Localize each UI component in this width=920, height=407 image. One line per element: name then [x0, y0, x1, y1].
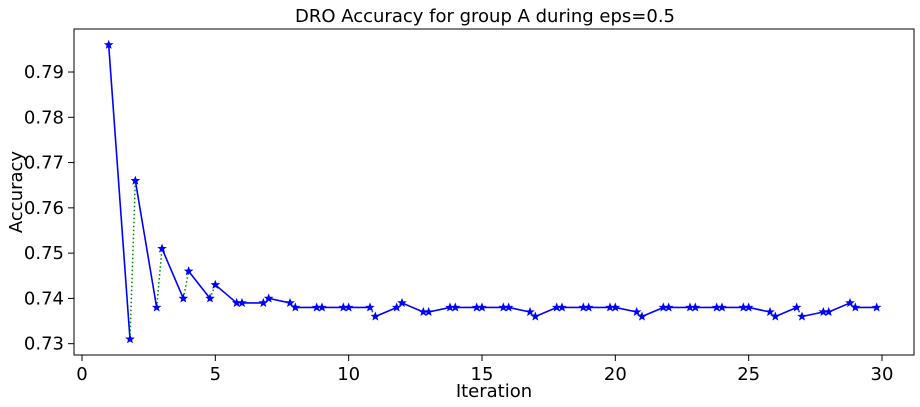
x-tick-label-4: 20 — [604, 364, 627, 385]
y-tick-label-2: 0.75 — [24, 243, 64, 264]
data-point-46 — [717, 302, 727, 312]
y-tick-label-1: 0.74 — [24, 288, 64, 309]
solid-segment-4 — [214, 284, 238, 304]
data-point-44 — [690, 302, 701, 312]
x-tick-label-5: 25 — [737, 364, 760, 385]
y-axis-label: Accuracy — [6, 151, 27, 234]
data-point-36 — [583, 302, 594, 312]
y-axis: 0.73 0.74 0.75 0.76 0.77 0.78 0.79 — [24, 62, 74, 355]
data-point-12 — [263, 293, 274, 303]
data-point-0 — [103, 39, 114, 49]
y-tick-label-3: 0.76 — [24, 198, 64, 219]
x-tick-label-0: 0 — [76, 364, 87, 385]
data-point-16 — [317, 302, 327, 312]
chart-title: DRO Accuracy for group A during eps=0.5 — [295, 6, 675, 27]
data-point-42 — [663, 302, 674, 312]
solid-segment-1 — [134, 180, 158, 308]
data-point-34 — [557, 302, 567, 312]
data-point-8 — [210, 279, 221, 289]
plot-area — [103, 39, 882, 344]
data-point-39 — [631, 306, 642, 317]
data-point-5 — [178, 293, 189, 303]
y-tick-label-0: 0.73 — [24, 334, 64, 355]
data-point-4 — [157, 243, 167, 253]
data-point-26 — [450, 302, 461, 312]
data-point-57 — [871, 302, 882, 312]
data-point-24 — [423, 306, 434, 317]
y-tick-label-5: 0.78 — [24, 107, 64, 128]
data-point-19 — [365, 302, 375, 312]
y-tick-label-4: 0.77 — [24, 153, 64, 174]
x-tick-label-1: 5 — [210, 364, 221, 385]
data-point-3 — [151, 302, 162, 312]
data-point-18 — [343, 302, 354, 312]
data-point-30 — [503, 302, 514, 312]
x-tick-label-2: 10 — [337, 364, 360, 385]
dotted-segment-1 — [155, 248, 163, 308]
data-point-38 — [610, 302, 621, 312]
dotted-segment-2 — [182, 271, 190, 299]
data-point-56 — [850, 302, 861, 312]
data-point-20 — [370, 311, 381, 321]
x-axis: 0 5 10 15 20 25 30 — [76, 355, 893, 385]
data-point-52 — [797, 311, 807, 321]
dotted-segment-0 — [129, 180, 137, 340]
data-point-50 — [770, 311, 781, 321]
data-point-51 — [791, 302, 802, 312]
data-point-14 — [290, 302, 301, 312]
solid-segment-0 — [107, 44, 131, 340]
data-point-54 — [823, 306, 834, 317]
data-point-13 — [285, 297, 295, 308]
data-point-40 — [637, 311, 647, 321]
data-point-7 — [205, 293, 215, 303]
data-point-10 — [237, 297, 247, 308]
data-point-2 — [130, 175, 141, 185]
data-point-28 — [477, 302, 487, 312]
data-point-55 — [845, 297, 855, 308]
x-axis-label: Iteration — [456, 381, 532, 402]
solid-segment-3 — [188, 270, 211, 299]
data-point-48 — [743, 302, 754, 312]
data-point-49 — [765, 306, 775, 317]
x-tick-label-6: 30 — [871, 364, 894, 385]
data-point-32 — [530, 311, 541, 321]
data-point-1 — [125, 334, 135, 344]
solid-segment-2 — [161, 248, 185, 299]
data-point-6 — [183, 266, 194, 276]
x-tick-label-3: 15 — [471, 364, 494, 385]
data-point-22 — [397, 297, 407, 308]
axes-frame — [73, 28, 915, 356]
y-tick-label-6: 0.79 — [24, 62, 64, 83]
data-point-31 — [525, 306, 535, 317]
